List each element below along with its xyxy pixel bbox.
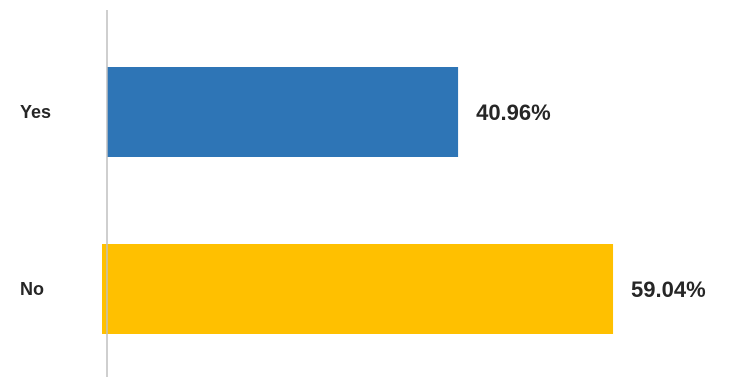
bar-yes: [107, 67, 459, 157]
category-label-yes: Yes: [20, 102, 51, 122]
data-label-no: 59.04%: [631, 277, 706, 302]
data-label-yes: 40.96%: [476, 100, 551, 125]
category-label-no: No: [20, 279, 44, 299]
bars-layer: [102, 67, 614, 334]
bar-no: [102, 244, 614, 334]
labels-layer: Yes 40.96% No 59.04%: [20, 100, 706, 302]
